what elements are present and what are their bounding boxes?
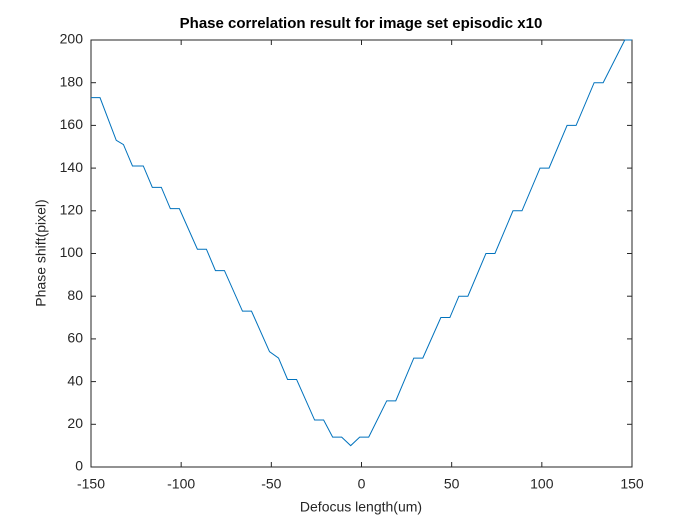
x-tick-label: 150 xyxy=(620,476,644,492)
y-tick-label: 140 xyxy=(60,159,84,175)
y-tick-label: 200 xyxy=(60,31,84,47)
y-tick-label: 60 xyxy=(67,330,83,346)
x-tick-label: -150 xyxy=(77,476,105,492)
x-tick-label: -100 xyxy=(167,476,195,492)
x-axis-label: Defocus length(um) xyxy=(300,499,422,515)
y-axis-label: Phase shift(pixel) xyxy=(33,199,49,306)
x-tick-label: 100 xyxy=(530,476,554,492)
y-tick-label: 180 xyxy=(60,73,84,89)
plot-area xyxy=(90,39,633,468)
x-tick-label: 0 xyxy=(358,476,366,492)
y-tick-label: 80 xyxy=(67,287,83,303)
y-tick-label: 100 xyxy=(60,244,84,260)
y-tick-label: 120 xyxy=(60,202,84,218)
y-tick-label: 160 xyxy=(60,116,84,132)
y-tick-label: 40 xyxy=(67,372,83,388)
chart-title: Phase correlation result for image set e… xyxy=(180,15,543,32)
y-tick-label: 20 xyxy=(67,415,83,431)
x-tick-label: 50 xyxy=(444,476,460,492)
y-tick-label: 0 xyxy=(75,458,83,474)
data-line xyxy=(91,39,632,447)
x-tick-label: -50 xyxy=(261,476,281,492)
